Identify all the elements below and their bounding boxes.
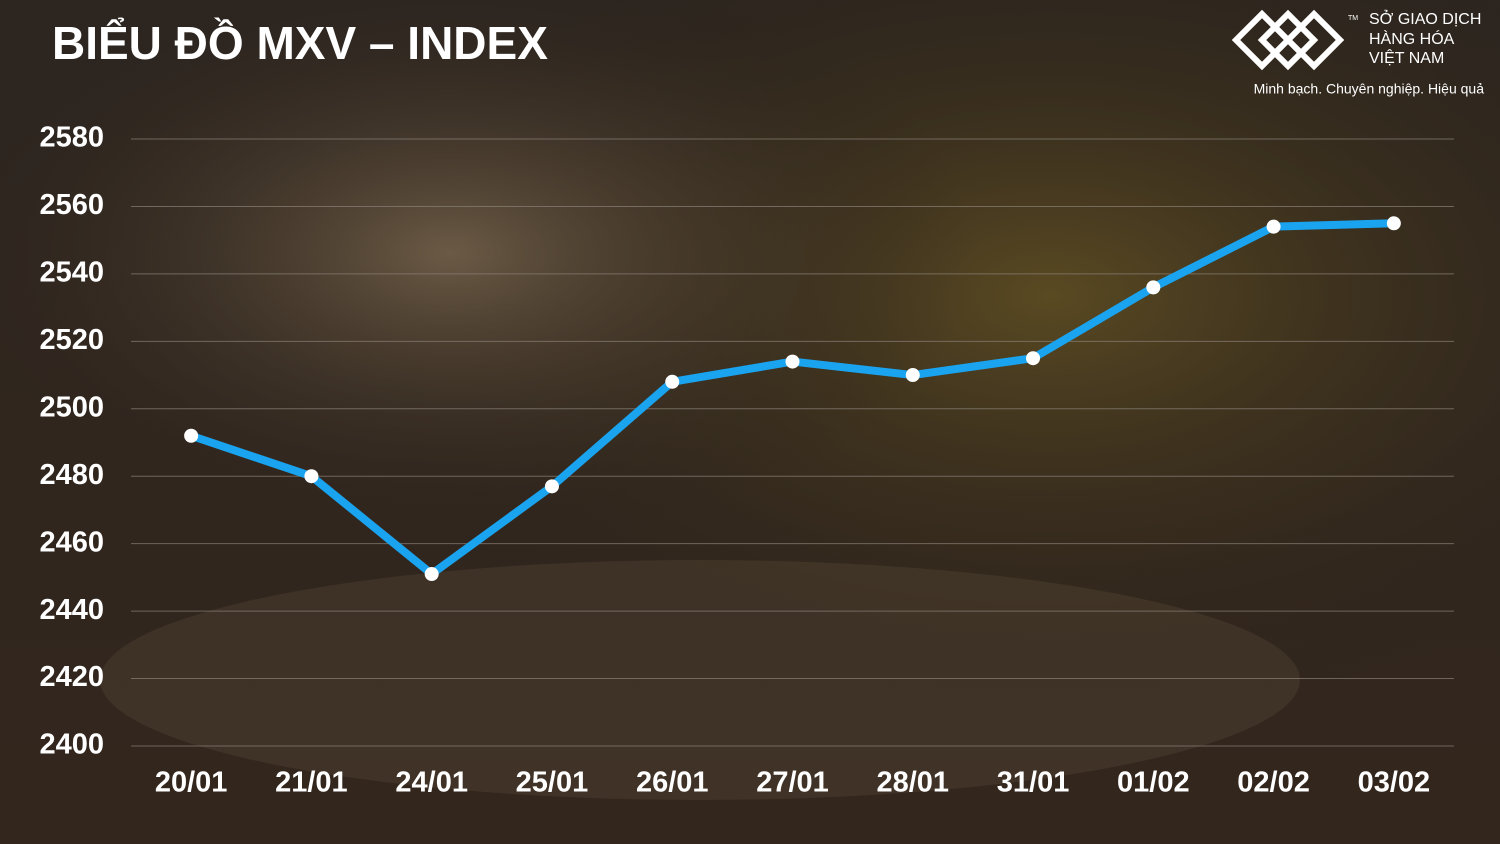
x-tick-label: 01/02 [1117, 767, 1190, 799]
brand-name: SỞ GIAO DỊCH [1369, 9, 1481, 28]
y-tick-label: 2460 [39, 526, 104, 558]
y-tick-label: 2540 [39, 257, 104, 289]
point [304, 469, 319, 484]
point [785, 354, 800, 369]
x-tick-label: 24/01 [395, 767, 468, 799]
chart-title: BIỂU ĐỒ MXV – INDEX [52, 17, 548, 69]
y-tick-label: 2420 [39, 661, 104, 693]
background-decor [100, 560, 1300, 800]
x-tick-label: 21/01 [275, 767, 348, 799]
x-tick-label: 03/02 [1358, 767, 1431, 799]
x-tick-label: 28/01 [876, 767, 949, 799]
point [905, 368, 920, 383]
y-tick-label: 2480 [39, 459, 104, 491]
point [424, 567, 439, 582]
y-tick-label: 2520 [39, 324, 104, 356]
y-tick-label: 2560 [39, 189, 104, 221]
logo: TM SỞ GIAO DỊCH HÀNG HÓA VIỆT NAM Minh b… [1231, 9, 1485, 97]
y-tick-label: 2500 [39, 391, 104, 423]
point [184, 428, 199, 443]
y-tick-label: 2580 [39, 122, 104, 154]
brand-name: HÀNG HÓA [1369, 29, 1455, 48]
trademark: TM [1348, 15, 1358, 22]
brand-name: VIỆT NAM [1369, 48, 1444, 67]
y-tick-label: 2400 [39, 729, 104, 761]
point [1146, 280, 1161, 295]
point [544, 479, 559, 494]
x-tick-label: 20/01 [155, 767, 228, 799]
point [1266, 219, 1281, 234]
slogan: Minh bạch. Chuyên nghiệp. Hiệu quả [1254, 81, 1485, 97]
logo-mark [1231, 9, 1345, 71]
x-tick-label: 26/01 [636, 767, 709, 799]
y-tick-label: 2440 [39, 594, 104, 626]
x-tick-label: 27/01 [756, 767, 829, 799]
point [1386, 216, 1401, 231]
point [1026, 351, 1041, 366]
x-tick-label: 25/01 [516, 767, 589, 799]
x-tick-label: 02/02 [1237, 767, 1310, 799]
point [665, 374, 680, 389]
x-tick-label: 31/01 [997, 767, 1070, 799]
